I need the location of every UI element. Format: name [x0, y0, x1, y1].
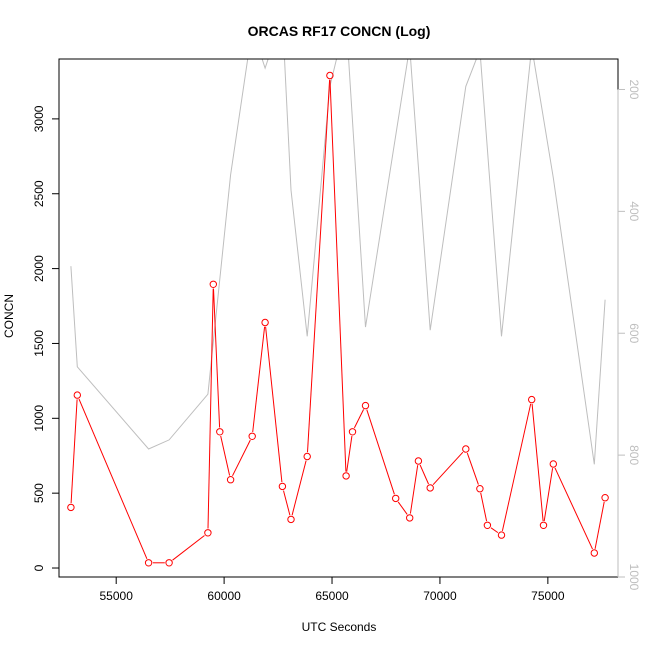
y-tick-label: 1000: [32, 405, 46, 432]
right-tick-label: 600: [627, 323, 641, 343]
series-segment: [594, 501, 605, 549]
series-segment: [409, 465, 419, 514]
x-axis-label: UTC Seconds: [302, 620, 377, 634]
data-point: [216, 428, 224, 436]
series-segment: [501, 403, 532, 532]
data-point: [497, 531, 506, 539]
data-point: [426, 484, 434, 492]
data-point: [590, 549, 598, 557]
series-segment: [353, 409, 365, 429]
series-segment: [220, 435, 231, 476]
data-point: [392, 494, 400, 503]
series-segment: [432, 451, 464, 486]
right-tick-label: 800: [627, 445, 641, 465]
x-tick-label: 65000: [315, 589, 349, 603]
series-segment: [346, 435, 353, 472]
y-tick-label: 1500: [32, 330, 46, 357]
data-point: [226, 476, 235, 484]
series-segment: [419, 464, 429, 485]
data-point: [248, 432, 256, 440]
right-tick-label: 200: [627, 79, 641, 99]
series-segment: [78, 398, 148, 559]
series-segment: [366, 409, 395, 495]
y-tick-label: 500: [32, 483, 46, 503]
series-segment: [172, 535, 205, 561]
data-point: [303, 452, 311, 461]
series-segment: [207, 288, 214, 529]
data-point: [342, 472, 350, 480]
data-point: [67, 503, 75, 512]
data-point: [204, 529, 212, 537]
data-point: [462, 445, 470, 453]
series-segment: [213, 288, 221, 428]
chart-title: ORCAS RF17 CONCN (Log): [248, 23, 431, 39]
right-tick-label: 1000: [627, 564, 641, 591]
y-tick-label: 2000: [32, 255, 46, 282]
data-point: [539, 521, 548, 529]
series-segment: [291, 460, 307, 516]
right-tick-label: 400: [627, 201, 641, 221]
series-segment: [531, 403, 544, 522]
data-point: [261, 318, 269, 327]
series-segment: [466, 452, 479, 485]
data-point: [73, 391, 82, 399]
y-tick-label: 2500: [32, 180, 46, 207]
data-point: [414, 457, 423, 465]
data-point: [209, 280, 218, 288]
data-point: [601, 494, 609, 502]
x-tick-label: 60000: [207, 589, 241, 603]
series-line-right: [70, 59, 606, 465]
series-segment: [490, 527, 499, 534]
x-tick-label: 75000: [531, 589, 565, 603]
series-segment: [329, 79, 347, 472]
data-point: [528, 395, 536, 404]
series-segment: [70, 399, 78, 504]
series-segment: [307, 79, 331, 453]
plot-area: 55000 60000 65000 70000 75000 0 500 1000 1500 200…: [32, 58, 641, 603]
series-segment: [252, 326, 266, 433]
series-segment: [232, 439, 251, 477]
plot-frame: [58, 58, 619, 578]
data-point: [361, 401, 370, 410]
series-segment: [480, 492, 488, 522]
x-tick-label: 70000: [423, 589, 457, 603]
data-point: [476, 485, 484, 493]
y-axis-label: CONCN: [2, 294, 16, 338]
data-point: [549, 460, 557, 468]
data-point: [278, 482, 287, 491]
series-segment: [265, 326, 283, 483]
series-segment: [554, 467, 593, 550]
y-tick-label: 0: [32, 564, 46, 571]
series-segment: [543, 468, 554, 522]
series-segment: [283, 490, 291, 516]
x-tick-label: 55000: [100, 589, 134, 603]
data-point: [144, 559, 153, 567]
series-segment: [397, 501, 408, 515]
data-point: [483, 521, 492, 529]
data-point: [406, 514, 414, 522]
data-point: [287, 515, 295, 524]
y-tick-label: 3000: [32, 105, 46, 132]
data-point: [326, 71, 334, 80]
data-point: [348, 428, 357, 436]
data-point: [165, 559, 173, 567]
